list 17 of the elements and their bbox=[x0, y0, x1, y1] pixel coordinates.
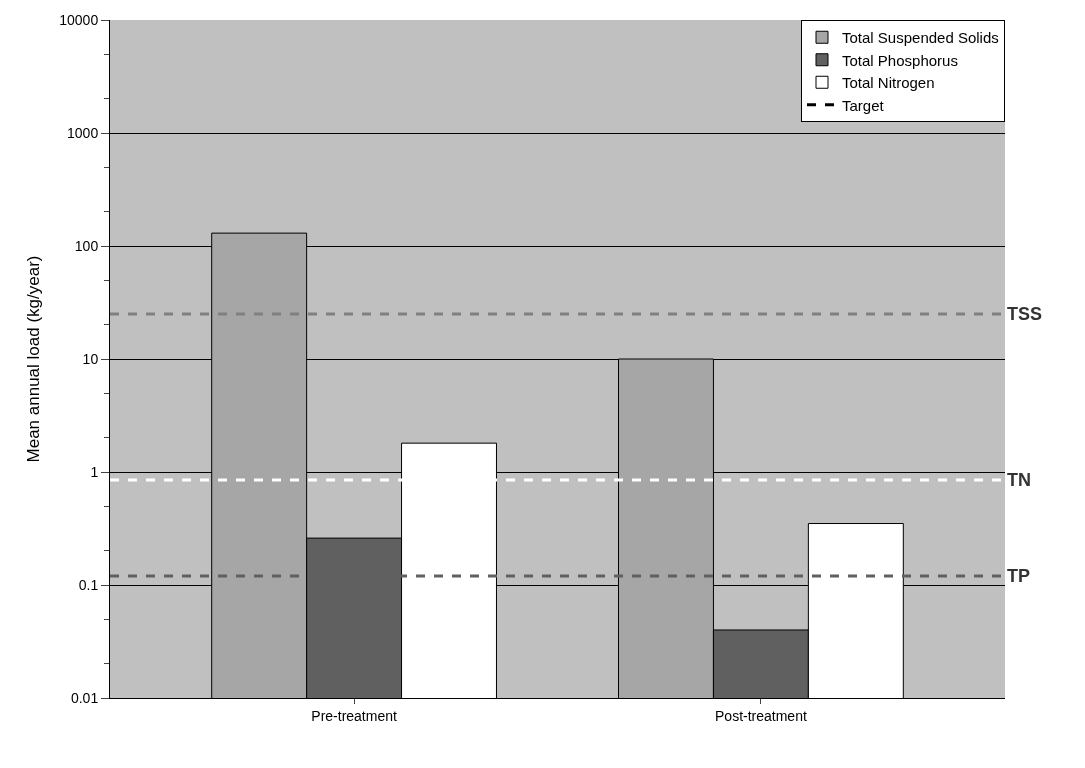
legend-label: Target bbox=[842, 96, 885, 114]
ref-line-label: TN bbox=[1007, 470, 1031, 490]
y-tick-label: 0.01 bbox=[70, 689, 99, 706]
ref-line-label: TP bbox=[1007, 566, 1031, 586]
x-tick-label: Pre-treatment bbox=[311, 707, 397, 724]
y-tick-label: 1000 bbox=[67, 124, 99, 141]
y-tick-label: 0.1 bbox=[78, 576, 99, 593]
y-tick-label: 10 bbox=[82, 350, 99, 367]
x-tick-label: Post-treatment bbox=[715, 707, 807, 724]
y-tick-label: 100 bbox=[74, 237, 99, 254]
y-tick-label: 1 bbox=[90, 463, 99, 480]
legend-label: Total Phosphorus bbox=[842, 51, 958, 69]
legend-label: Total Suspended Solids bbox=[842, 29, 999, 47]
y-axis-title: Mean annual load (kg/year) bbox=[23, 255, 43, 463]
y-tick-label: 10000 bbox=[59, 11, 99, 28]
ref-line-label: TSS bbox=[1007, 304, 1043, 324]
legend-label: Total Nitrogen bbox=[842, 74, 935, 92]
